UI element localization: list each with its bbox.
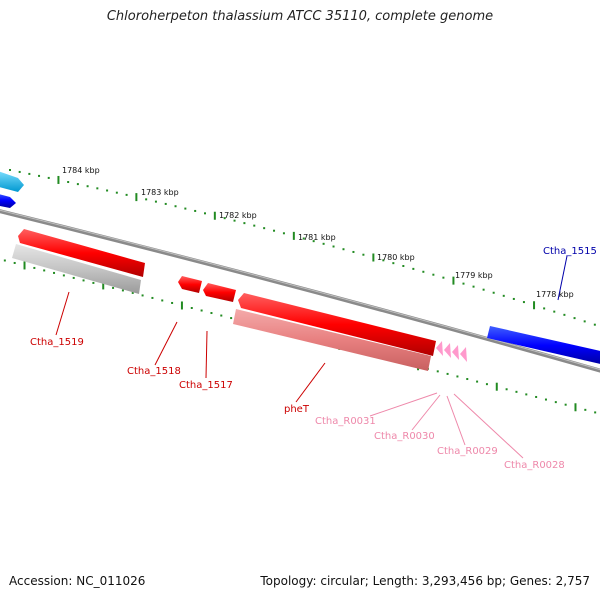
label-leader-lines xyxy=(55,255,568,459)
gene-pheT-cds[interactable] xyxy=(238,293,436,356)
label-Ctha_1517[interactable]: Ctha_1517 xyxy=(179,380,233,391)
gene-cyan-arrow[interactable] xyxy=(0,170,24,192)
gene-Ctha_R0029[interactable] xyxy=(452,345,459,360)
label-Ctha_1518[interactable]: Ctha_1518 xyxy=(127,366,181,377)
tick-label-1782: 1782 kbp xyxy=(219,211,257,220)
gene-Ctha_1518[interactable] xyxy=(178,276,202,293)
gene-Ctha_1519-cds[interactable] xyxy=(18,229,145,277)
tick-label-1779: 1779 kbp xyxy=(455,271,493,280)
gene-Ctha_1515[interactable] xyxy=(487,326,600,365)
label-Ctha_R0031[interactable]: Ctha_R0031 xyxy=(315,416,376,427)
gene-Ctha_R0031[interactable] xyxy=(436,341,443,356)
gene-Ctha_R0028[interactable] xyxy=(460,347,467,362)
label-pheT[interactable]: pheT xyxy=(284,404,310,415)
genome-backbone xyxy=(0,209,600,373)
gene-labels: Ctha_1519 Ctha_1518 Ctha_1517 pheT Ctha_… xyxy=(30,246,597,471)
scale-labels: 1784 kbp 1783 kbp 1782 kbp 1781 kbp 1780… xyxy=(62,166,574,299)
genome-title: Chloroherpeton thalassium ATCC 35110, co… xyxy=(106,9,494,24)
gene-Ctha_1519-pseudo[interactable] xyxy=(12,244,141,294)
genome-backbone-highlight xyxy=(0,209,600,371)
accession-label: Accession: NC_011026 xyxy=(9,574,146,588)
tick-label-1778: 1778 kbp xyxy=(536,290,574,299)
tick-label-1781: 1781 kbp xyxy=(298,233,336,242)
label-Ctha_R0028[interactable]: Ctha_R0028 xyxy=(504,460,565,471)
label-Ctha_R0029[interactable]: Ctha_R0029 xyxy=(437,446,498,457)
label-Ctha_R0030[interactable]: Ctha_R0030 xyxy=(374,431,435,442)
tick-label-1784: 1784 kbp xyxy=(62,166,100,175)
gene-pheT-rna[interactable] xyxy=(233,309,431,371)
gene-Ctha_1517[interactable] xyxy=(203,283,236,302)
gene-Ctha_R0030[interactable] xyxy=(444,343,451,358)
forward-strand-features xyxy=(12,229,467,371)
outer-scale-ring xyxy=(9,169,596,326)
genome-summary: Topology: circular; Length: 3,293,456 bp… xyxy=(260,574,590,588)
label-Ctha_1519[interactable]: Ctha_1519 xyxy=(30,337,84,348)
label-Ctha_1515[interactable]: Ctha_1515 xyxy=(543,246,597,257)
tick-label-1783: 1783 kbp xyxy=(141,188,179,197)
reverse-strand-features xyxy=(0,170,600,365)
tick-label-1780: 1780 kbp xyxy=(377,253,415,262)
gene-blue-arrow-left[interactable] xyxy=(0,193,16,208)
